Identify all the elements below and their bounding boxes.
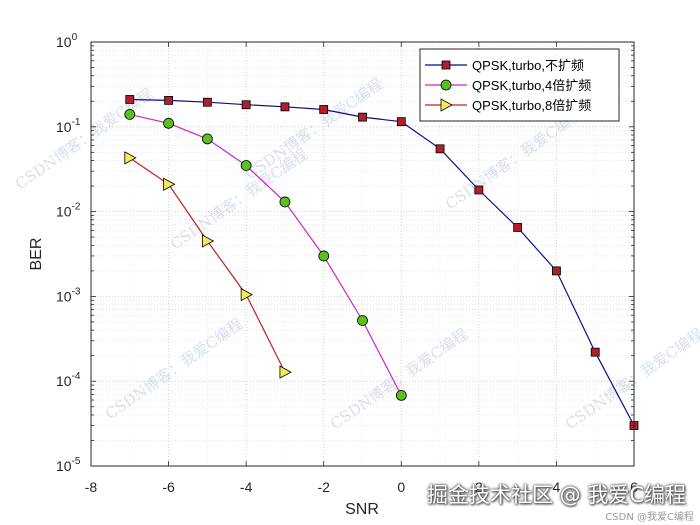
data-point [164,95,173,105]
y-tick-labels: 10-5 10-4 10-3 10-2 10-1 100 [56,32,81,474]
data-point [163,117,174,129]
x-tick-label: -6 [162,479,175,495]
y-tick-label: 10-1 [56,117,81,135]
series-line [129,98,635,426]
x-tick-label: 4 [553,479,561,495]
x-tick-label: -2 [317,479,330,495]
data-point [358,112,367,122]
x-tick-label: -4 [240,479,253,495]
legend-marker [440,79,452,91]
x-tick-label: 2 [475,479,483,495]
x-tick-label: 0 [397,479,405,495]
data-point [280,102,290,112]
data-point [279,196,291,208]
legend-marker [440,98,453,112]
data-point [590,347,600,357]
data-point [125,95,135,104]
legend-label: QPSK,turbo,不扩频 [472,58,584,73]
data-point [124,151,137,165]
data-point [202,97,212,107]
axis-ticks [90,41,635,467]
series-line [129,113,402,396]
data-point [396,117,406,127]
y-tick-label: 10-4 [56,371,81,389]
y-tick-label: 10-2 [56,202,81,220]
legend-marker [441,60,451,70]
x-tick-label: -8 [85,479,98,495]
data-point [319,105,329,114]
data-point [318,250,330,262]
data-point [201,234,215,248]
data-point [279,365,292,379]
y-tick-label: 10-3 [56,286,81,304]
plot-frame [90,41,635,467]
legend-markers [440,60,453,112]
data-point [513,223,523,232]
data-point [435,144,445,154]
x-tick-label: 6 [630,479,638,495]
data-point [240,160,252,171]
legend-label: QPSK,turbo,8倍扩频 [472,98,591,113]
data-point [240,287,253,302]
legend-label: QPSK,turbo,4倍扩频 [472,78,591,93]
data-point [201,133,213,145]
legend: QPSK,turbo,不扩频 QPSK,turbo,4倍扩频 QPSK,turb… [419,48,620,122]
data-point [395,390,407,401]
y-tick-label: 100 [56,32,78,50]
credit-small-watermark: CSDN @我爱C编程 [605,512,694,523]
data-point [124,109,136,120]
data-point [241,100,251,110]
data-point [552,266,561,276]
y-tick-label: 10-5 [56,456,81,474]
data-point [163,177,176,191]
data-point [474,185,484,195]
x-tick-labels: -8 -6 -4 -2 0 2 4 6 [85,479,638,495]
credit-watermark: 掘金技术社区 @ 我爱C编程 [426,483,686,507]
y-axis-label: BER [28,238,45,271]
series-layer [124,95,639,430]
x-axis-label: SNR [345,501,379,518]
data-point [357,315,368,326]
